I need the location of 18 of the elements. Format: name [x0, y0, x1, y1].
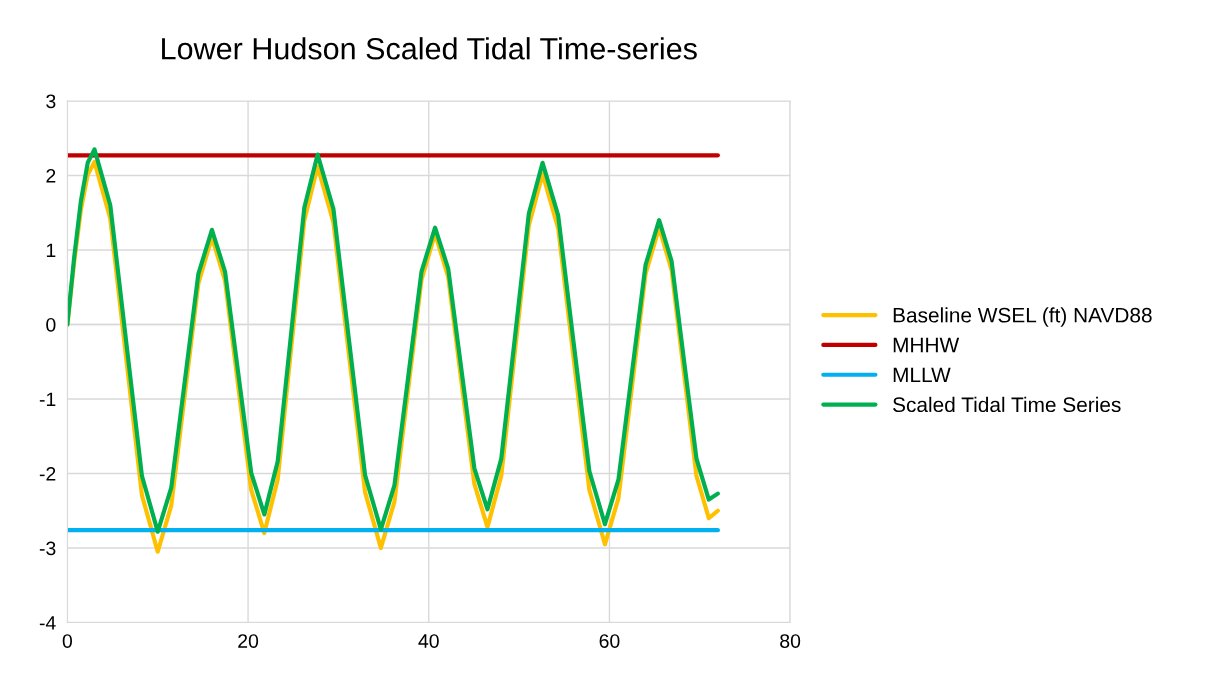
- y-tick-label: -4: [39, 616, 56, 630]
- legend-label: Baseline WSEL (ft) NAVD88: [893, 307, 1152, 327]
- legend-label: MHHW: [893, 337, 960, 353]
- x-tick-label: 60: [599, 634, 620, 648]
- chart-title: Lower Hudson Scaled Tidal Time-series: [162, 37, 697, 60]
- y-tick-label: 1: [46, 243, 56, 258]
- y-tick-label: 2: [46, 168, 56, 183]
- y-tick-label: -1: [39, 392, 56, 407]
- y-tick-label: -3: [39, 541, 56, 556]
- y-tick-label: 0: [46, 317, 56, 332]
- legend-label: Scaled Tidal Time Series: [893, 396, 1121, 413]
- y-tick-label: -2: [39, 466, 56, 481]
- x-tick-label: 40: [418, 634, 439, 648]
- legend-label: MLLW: [893, 367, 951, 383]
- x-tick-label: 0: [62, 634, 73, 648]
- x-tick-label: 20: [238, 634, 259, 648]
- x-tick-label: 80: [780, 634, 801, 648]
- y-tick-label: 3: [46, 94, 56, 109]
